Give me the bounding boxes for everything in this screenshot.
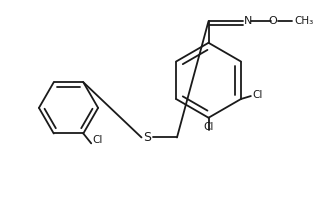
Text: Cl: Cl xyxy=(253,90,263,100)
Text: N: N xyxy=(244,16,252,26)
Text: CH₃: CH₃ xyxy=(294,16,314,26)
Text: Cl: Cl xyxy=(92,135,103,145)
Text: O: O xyxy=(268,16,277,26)
Text: Cl: Cl xyxy=(203,122,214,131)
Text: S: S xyxy=(144,131,152,144)
